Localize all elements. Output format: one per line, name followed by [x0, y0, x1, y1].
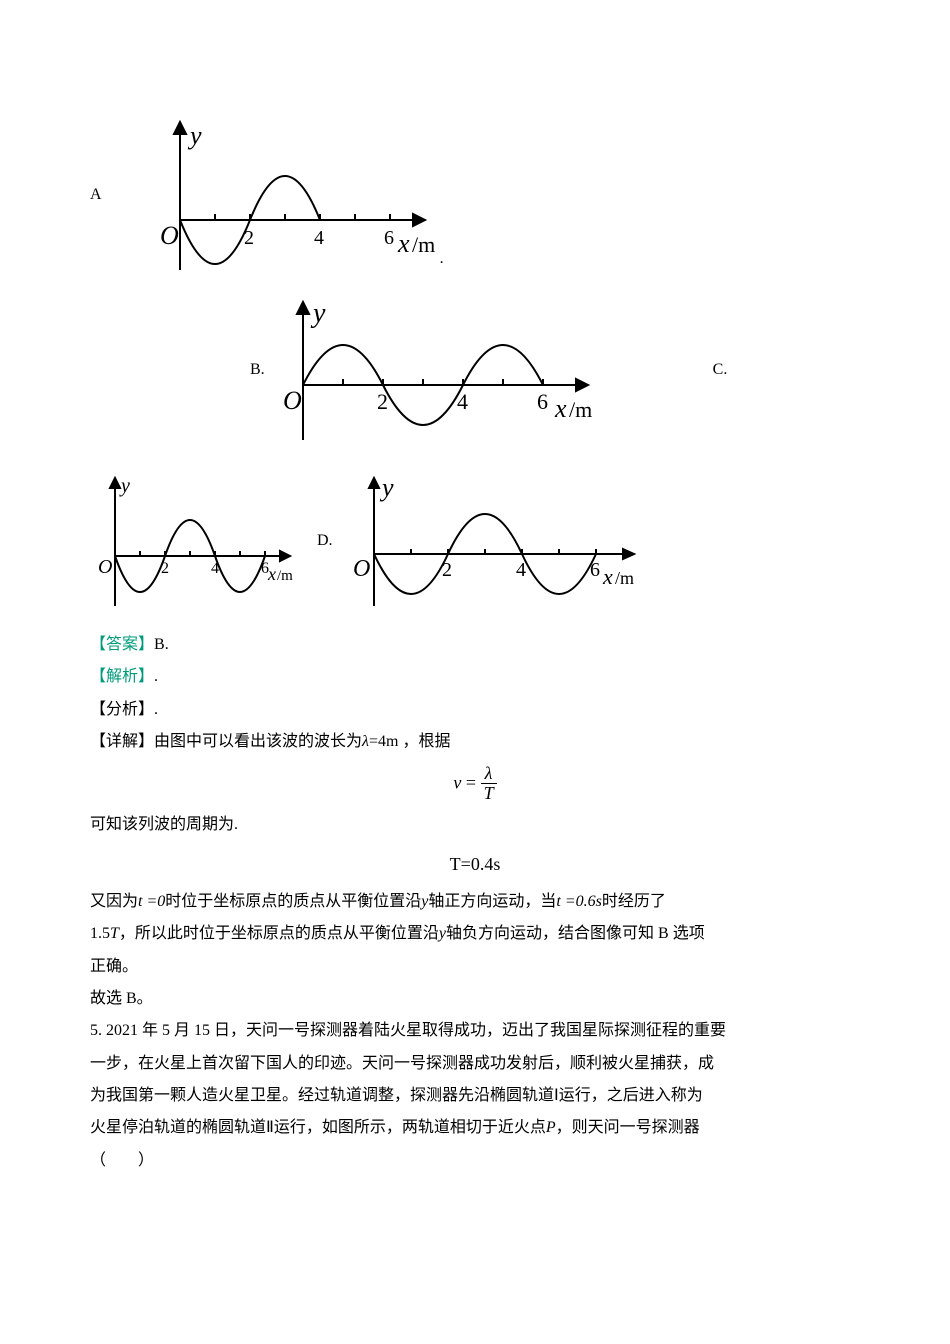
svg-text:x: x [602, 564, 613, 589]
lambda: λ [362, 733, 369, 750]
detail-label: 【详解】 [90, 733, 154, 750]
svg-text:2: 2 [377, 389, 388, 414]
choose-line: 故选 B。 [90, 984, 860, 1014]
ex-l2a: 1.5 [90, 925, 110, 942]
option-a-label: A [90, 180, 102, 210]
graph-b: y O 2 4 6 x /m [273, 290, 603, 450]
q5-l3: 为我国第一颗人造火星卫星。经过轨道调整，探测器先沿椭圆轨道Ⅰ运行，之后进入称为 [90, 1081, 860, 1111]
svg-text:4: 4 [211, 560, 219, 577]
detail-pre: 由图中可以看出该波的波长为 [154, 733, 362, 750]
option-d-label: D. [317, 526, 333, 556]
ex-l1b: 时位于坐标原点的质点从平衡位置沿 [165, 893, 421, 910]
dot3: . [234, 816, 238, 833]
svg-text:6: 6 [590, 559, 600, 581]
ex-l1a: 又因为 [90, 893, 138, 910]
svg-text:6: 6 [384, 227, 394, 249]
q5-l2: 一步，在火星上首次留下国人的印迹。天问一号探测器成功发射后，顺利被火星捕获，成 [90, 1049, 860, 1079]
svg-text:O: O [353, 556, 370, 582]
graph-c: y O 2 4 6 x /m [90, 466, 305, 616]
svg-text:/m: /m [615, 568, 634, 588]
formula-v: v = λ T [90, 764, 860, 805]
detail-line: 【详解】由图中可以看出该波的波长为λ=4m ，根据 [90, 727, 860, 757]
ex-l2c: 轴负方向运动，结合图像可知 B 选项 [446, 925, 705, 942]
explain-l3: 正确。 [90, 952, 860, 982]
explain-l1: 又因为t =0时位于坐标原点的质点从平衡位置沿y轴正方向运动，当t =0.6s时… [90, 887, 860, 917]
formula-T: T=0.4s [90, 847, 860, 881]
q5-l1: 5. 2021 年 5 月 15 日，天问一号探测器着陆火星取得成功，迈出了我国… [90, 1016, 860, 1046]
dot2: . [154, 701, 158, 718]
svg-text:2: 2 [161, 560, 169, 577]
svg-text:4: 4 [314, 227, 324, 249]
ex-t06: t =0.6s [556, 893, 601, 910]
q5-l4: 火星停泊轨道的椭圆轨道Ⅱ运行，如图所示，两轨道相切于近火点P，则天问一号探测器 [90, 1113, 860, 1143]
dot1: . [154, 668, 158, 685]
answer-line: 【答案】B. [90, 630, 860, 660]
formula-T-text: T=0.4s [450, 854, 501, 874]
svg-text:y: y [379, 473, 394, 502]
svg-text:2: 2 [244, 227, 254, 249]
analysis-label: 【解析】 [90, 668, 154, 685]
ex-y2: y [439, 925, 446, 942]
svg-text:x: x [554, 394, 567, 423]
choose-text: 故选 B。 [90, 990, 153, 1007]
explain-l2: 1.5T，所以此时位于坐标原点的质点从平衡位置沿y轴负方向运动，结合图像可知 B… [90, 919, 860, 949]
q5-l4b: ，则天问一号探测器 [556, 1119, 700, 1136]
svg-text:x: x [267, 564, 276, 584]
svg-text:6: 6 [537, 389, 548, 414]
q5-P: P [546, 1119, 556, 1136]
ex-T: T [110, 925, 119, 942]
answer-trailing: . [165, 636, 169, 653]
formula-v-den: T [481, 784, 497, 804]
svg-text:O: O [98, 556, 112, 578]
ex-l1c: 轴正方向运动，当 [428, 893, 556, 910]
detail-eq: =4m [369, 733, 402, 750]
period-intro-text: 可知该列波的周期为 [90, 816, 234, 833]
svg-text:x: x [397, 229, 410, 258]
svg-text:2: 2 [442, 559, 452, 581]
svg-text:/m: /m [277, 568, 293, 584]
formula-v-num: λ [481, 764, 497, 785]
fenxi-label: 【分析】 [90, 701, 154, 718]
answer-value: B [154, 636, 165, 653]
ex-l2b: ，所以此时位于坐标原点的质点从平衡位置沿 [119, 925, 439, 942]
svg-text:4: 4 [516, 559, 526, 581]
period-intro: 可知该列波的周期为. [90, 810, 860, 840]
q5-l4a: 火星停泊轨道的椭圆轨道Ⅱ运行，如图所示，两轨道相切于近火点 [90, 1119, 546, 1136]
svg-text:4: 4 [457, 389, 468, 414]
svg-text:/m: /m [569, 397, 592, 422]
option-b-label: B. [250, 355, 265, 385]
svg-text:y: y [187, 121, 202, 150]
ex-l1d: 时经历了 [602, 893, 666, 910]
answer-label: 【答案】 [90, 636, 154, 653]
detail-post: ，根据 [402, 733, 450, 750]
option-c-label: C. [713, 355, 728, 385]
svg-text:y: y [119, 475, 130, 497]
fenxi-line: 【分析】. [90, 695, 860, 725]
formula-v-lhs: v [453, 772, 461, 792]
q5-l5: （ ） [90, 1146, 860, 1176]
graph-d: y O 2 4 6 x /m [339, 466, 649, 616]
option-a-trailing: . [440, 244, 444, 274]
svg-text:/m: /m [412, 232, 435, 257]
ex-t0: t =0 [138, 893, 165, 910]
graph-a: y O 2 4 6 x /m [130, 110, 440, 280]
analysis-line: 【解析】. [90, 662, 860, 692]
svg-text:O: O [283, 386, 302, 415]
svg-text:y: y [310, 298, 326, 329]
svg-text:O: O [160, 221, 179, 250]
formula-v-eq: = [466, 772, 476, 792]
